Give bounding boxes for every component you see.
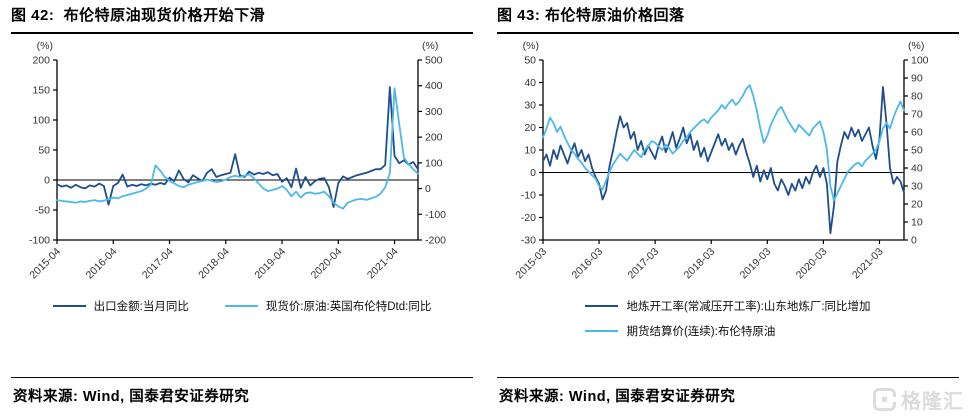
svg-text:10: 10: [524, 145, 536, 157]
legend-swatch-dark-line: [52, 305, 86, 307]
svg-text:50: 50: [524, 55, 536, 67]
svg-text:500: 500: [425, 55, 443, 67]
svg-text:2021-04: 2021-04: [365, 246, 401, 282]
legend-swatch-light-line: [224, 305, 258, 307]
legend-label: 现货价:原油:英国布伦特Dtd:同比: [265, 301, 432, 313]
svg-text:10: 10: [911, 217, 923, 229]
svg-text:2017-04: 2017-04: [140, 246, 176, 282]
source-text: 资料来源: Wind, 国泰君安证券研究: [499, 389, 736, 405]
svg-text:0: 0: [425, 183, 431, 195]
figure-43-panel: 图 43: 布伦特原油价格回落 (%) (%) 50 40 30 20 10 0 -10 -20-…: [497, 5, 959, 416]
figure-42-legend: 出口金额:当月同比 现货价:原油:英国布伦特Dtd:同比: [11, 298, 473, 314]
legend-item-brent-futures: 期货结算价(连续):布伦特原油: [585, 323, 775, 339]
svg-text:(%): (%): [908, 40, 924, 52]
svg-text:20: 20: [524, 122, 536, 134]
svg-text:2020-04: 2020-04: [309, 246, 345, 282]
svg-text:-100: -100: [425, 209, 446, 221]
legend-item-export-yoy: 出口金额:当月同比: [52, 298, 189, 314]
svg-text:2016-03: 2016-03: [569, 246, 605, 282]
legend-swatch-light-line: [585, 330, 619, 332]
source-text: 资料来源: Wind, 国泰君安证券研究: [13, 389, 250, 405]
svg-text:0: 0: [911, 235, 917, 247]
svg-text:-50: -50: [35, 205, 50, 217]
svg-text:0: 0: [530, 167, 536, 179]
svg-text:70: 70: [911, 109, 923, 121]
figure-42-source: 资料来源: Wind, 国泰君安证券研究: [11, 377, 473, 416]
figure-43-line-chart: (%) (%)50403020100-10-20-3010090807060504…: [513, 40, 929, 282]
svg-text:150: 150: [32, 85, 50, 97]
svg-text:-20: -20: [521, 212, 536, 224]
svg-text:-200: -200: [425, 235, 446, 247]
figure-42-line-chart: (%) (%)200150100500-50-100500400300200100…: [27, 40, 446, 282]
svg-text:40: 40: [911, 163, 923, 175]
figure-43-title: 图 43: 布伦特原油价格回落: [497, 7, 685, 24]
figure-43-title-rule: [497, 32, 959, 34]
svg-text:2015-04: 2015-04: [27, 246, 63, 282]
svg-text:2015-03: 2015-03: [513, 246, 549, 282]
legend-label: 地炼开工率(常减压开工率):山东地炼厂:同比增加: [626, 301, 871, 313]
svg-text:30: 30: [524, 100, 536, 112]
figure-43-source: 资料来源: Wind, 国泰君安证券研究: [497, 377, 959, 416]
svg-text:50: 50: [911, 145, 923, 157]
figure-43-legend: 地炼开工率(常减压开工率):山东地炼厂:同比增加 期货结算价(连续):布伦特原油: [497, 298, 959, 339]
legend-rows: 地炼开工率(常减压开工率):山东地炼厂:同比增加 期货结算价(连续):布伦特原油: [585, 298, 871, 339]
legend-label: 期货结算价(连续):布伦特原油: [626, 326, 776, 338]
svg-text:60: 60: [911, 127, 923, 139]
svg-text:2019-03: 2019-03: [738, 246, 774, 282]
svg-text:30: 30: [911, 181, 923, 193]
svg-text:50: 50: [38, 145, 50, 157]
gelonghui-watermark: 格隆汇: [873, 385, 964, 414]
source-rule: [497, 377, 959, 378]
gelonghui-logo-icon: [873, 388, 896, 411]
svg-text:(%): (%): [523, 40, 539, 52]
svg-text:20: 20: [911, 199, 923, 211]
svg-text:400: 400: [425, 80, 443, 92]
svg-text:2018-04: 2018-04: [196, 246, 232, 282]
legend-item-brent-spot-yoy: 现货价:原油:英国布伦特Dtd:同比: [224, 298, 432, 314]
svg-text:-10: -10: [521, 190, 536, 202]
svg-text:200: 200: [425, 132, 443, 144]
figure-42-title: 图 42: 布伦特原油现货价格开始下滑: [11, 7, 266, 24]
svg-text:100: 100: [425, 157, 443, 169]
svg-text:-100: -100: [29, 235, 50, 247]
svg-text:2016-04: 2016-04: [84, 246, 120, 282]
svg-text:300: 300: [425, 106, 443, 118]
svg-text:100: 100: [32, 115, 50, 127]
svg-text:40: 40: [524, 77, 536, 89]
legend-label: 出口金额:当月同比: [93, 301, 189, 313]
svg-text:2020-03: 2020-03: [794, 246, 830, 282]
svg-text:200: 200: [32, 55, 50, 67]
legend-item-refinery-rate: 地炼开工率(常减压开工率):山东地炼厂:同比增加: [585, 298, 871, 314]
svg-text:2018-03: 2018-03: [682, 246, 718, 282]
legend-swatch-dark-line: [585, 305, 619, 307]
svg-text:-30: -30: [521, 235, 536, 247]
svg-text:100: 100: [911, 55, 929, 67]
svg-text:(%): (%): [37, 40, 53, 52]
svg-text:(%): (%): [422, 40, 438, 52]
svg-text:90: 90: [911, 73, 923, 85]
svg-text:80: 80: [911, 91, 923, 103]
svg-text:0: 0: [44, 175, 50, 187]
source-rule: [11, 377, 473, 378]
svg-text:2019-04: 2019-04: [252, 246, 288, 282]
figure-42-panel: 图 42: 布伦特原油现货价格开始下滑 (%) (%) 200 150 100 50 0 -5…: [11, 5, 473, 416]
figure-42-title-rule: [11, 32, 473, 34]
gelonghui-watermark-text: 格隆汇: [901, 391, 964, 413]
svg-text:2017-03: 2017-03: [626, 246, 662, 282]
svg-text:2021-03: 2021-03: [850, 246, 886, 282]
